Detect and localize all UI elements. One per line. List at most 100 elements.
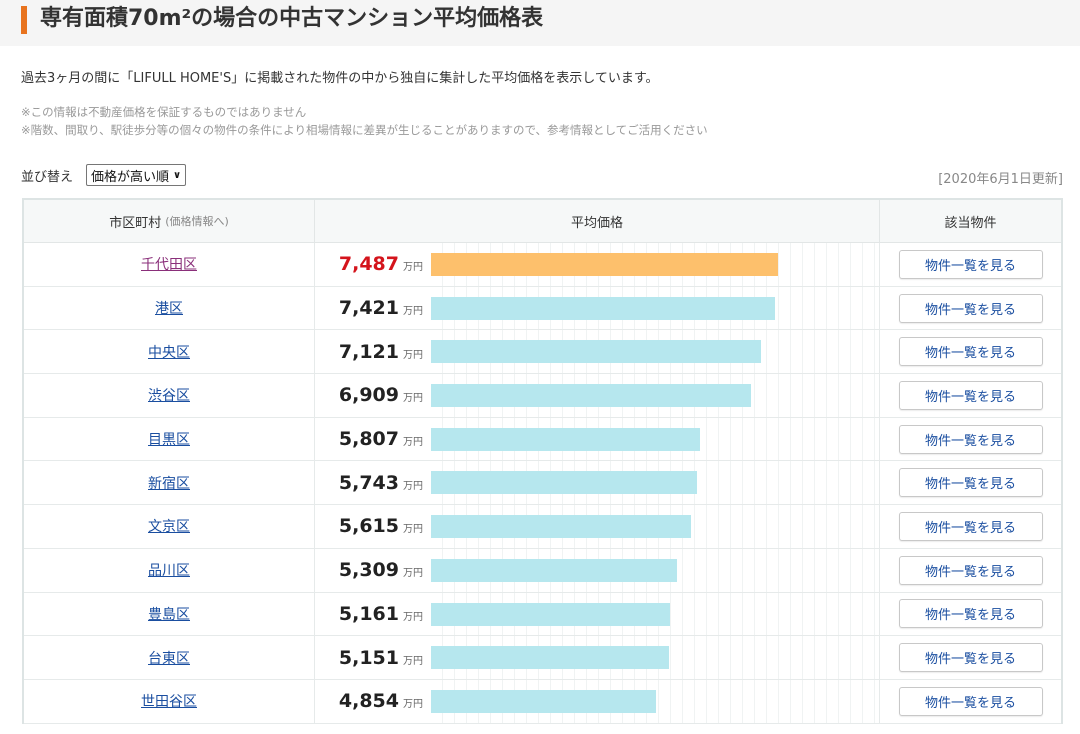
price-bar — [431, 602, 670, 626]
view-listings-button[interactable]: 物件一覧を見る — [898, 468, 1043, 498]
price-bar-track — [431, 461, 880, 505]
listings-cell: 物件一覧を見る — [880, 374, 1061, 417]
ward-link[interactable]: 中央区 — [148, 344, 190, 361]
price-value: 7,421 — [338, 297, 399, 320]
price-bar — [431, 471, 697, 495]
average-price: 5,743 万円 — [315, 472, 431, 494]
ward-link[interactable]: 渋谷区 — [148, 388, 190, 405]
price-bar — [431, 646, 669, 670]
view-listings-button[interactable]: 物件一覧を見る — [898, 686, 1043, 716]
view-listings-button[interactable]: 物件一覧を見る — [898, 337, 1043, 367]
table-row: 台東区 5,151 万円 物件一覧を見る — [24, 636, 1061, 680]
average-price: 5,151 万円 — [315, 647, 431, 669]
price-bar-track — [431, 374, 880, 417]
listings-cell: 物件一覧を見る — [880, 243, 1061, 286]
table-row: 渋谷区 6,909 万円 物件一覧を見る — [24, 374, 1061, 418]
price-unit: 万円 — [403, 611, 423, 623]
price-bar-track — [431, 243, 880, 286]
title-band — [0, 0, 1080, 46]
ward-link[interactable]: 千代田区 — [141, 257, 197, 274]
view-listings-button[interactable]: 物件一覧を見る — [898, 555, 1043, 585]
average-price: 7,487 万円 — [315, 253, 431, 275]
price-unit: 万円 — [403, 393, 423, 405]
listings-cell: 物件一覧を見る — [880, 505, 1061, 548]
listings-cell: 物件一覧を見る — [880, 461, 1061, 504]
price-cell: 5,309 万円 — [315, 548, 880, 592]
price-table: 市区町村 (価格情報へ) 平均価格 該当物件 千代田区 7,487 万円 物件一覧を見… — [22, 198, 1063, 724]
intro-text: 過去3ヶ月の間に「LIFULL HOME'S」に掲載された物件の中から独自に集計… — [21, 71, 659, 86]
view-listings-button[interactable]: 物件一覧を見る — [898, 643, 1043, 673]
view-listings-button[interactable]: 物件一覧を見る — [898, 249, 1043, 279]
price-value: 5,161 — [338, 602, 399, 625]
price-value: 5,743 — [338, 471, 399, 494]
ward-cell: 文京区 — [24, 505, 315, 548]
table-row: 豊島区 5,161 万円 物件一覧を見る — [24, 592, 1061, 637]
price-bar-track — [431, 417, 880, 461]
table-row: 千代田区 7,487 万円 物件一覧を見る — [24, 243, 1061, 287]
ward-link[interactable]: 文京区 — [148, 519, 190, 536]
ward-cell: 台東区 — [24, 636, 315, 679]
price-value: 4,854 — [338, 690, 399, 713]
listings-cell: 物件一覧を見る — [880, 549, 1061, 592]
listings-cell: 物件一覧を見る — [880, 636, 1061, 679]
view-listings-button[interactable]: 物件一覧を見る — [898, 424, 1043, 454]
header-ward: 市区町村 (価格情報へ) — [24, 200, 315, 242]
price-bar — [431, 253, 778, 276]
average-price: 4,854 万円 — [315, 690, 431, 712]
sort-label: 並び替え — [21, 170, 74, 185]
view-listings-button[interactable]: 物件一覧を見る — [898, 599, 1043, 629]
price-unit: 万円 — [403, 437, 423, 449]
table-row: 目黒区 5,807 万円 物件一覧を見る — [24, 417, 1061, 462]
price-unit: 万円 — [403, 262, 423, 274]
price-cell: 7,487 万円 — [315, 243, 880, 286]
average-price: 7,121 万円 — [315, 341, 431, 363]
price-cell: 5,151 万円 — [315, 636, 880, 679]
table-row: 文京区 5,615 万円 物件一覧を見る — [24, 505, 1061, 549]
header-ward-sub: (価格情報へ) — [165, 215, 229, 228]
price-unit: 万円 — [403, 524, 423, 536]
ward-cell: 港区 — [24, 286, 315, 330]
price-unit: 万円 — [403, 349, 423, 361]
table-row: 品川区 5,309 万円 物件一覧を見る — [24, 548, 1061, 593]
price-bar — [431, 296, 775, 320]
table-body: 千代田区 7,487 万円 物件一覧を見る 港区 7,421 万円 物件一覧を見る 中央区 7,1… — [24, 243, 1061, 724]
price-cell: 5,615 万円 — [315, 505, 880, 548]
listings-cell: 物件一覧を見る — [880, 418, 1061, 461]
ward-link[interactable]: 品川区 — [148, 563, 190, 580]
header-price: 平均価格 — [315, 200, 880, 242]
view-listings-button[interactable]: 物件一覧を見る — [898, 380, 1043, 410]
ward-cell: 千代田区 — [24, 243, 315, 286]
price-bar-track — [431, 330, 880, 374]
table-row: 新宿区 5,743 万円 物件一覧を見る — [24, 461, 1061, 506]
price-unit: 万円 — [403, 699, 423, 711]
ward-link[interactable]: 台東区 — [148, 650, 190, 667]
table-row: 港区 7,421 万円 物件一覧を見る — [24, 286, 1061, 331]
sort-select[interactable]: 価格が高い順 ∨ — [86, 164, 187, 186]
ward-link[interactable]: 港区 — [155, 301, 183, 318]
price-value: 6,909 — [338, 384, 399, 407]
view-listings-button[interactable]: 物件一覧を見る — [898, 293, 1043, 323]
ward-link[interactable]: 世田谷区 — [141, 694, 197, 711]
ward-cell: 目黒区 — [24, 417, 315, 461]
disclaimer-note: ※この情報は不動産価格を保証するものではありません — [21, 105, 307, 119]
price-bar — [431, 427, 700, 451]
price-cell: 7,121 万円 — [315, 330, 880, 374]
ward-link[interactable]: 豊島区 — [148, 606, 190, 623]
table-header: 市区町村 (価格情報へ) 平均価格 該当物件 — [24, 200, 1061, 243]
ward-cell: 豊島区 — [24, 592, 315, 636]
price-value: 7,121 — [338, 340, 399, 363]
sort-selected-value: 価格が高い順 — [91, 169, 170, 185]
ward-cell: 品川区 — [24, 548, 315, 592]
title-accent-bar — [21, 6, 27, 34]
ward-link[interactable]: 新宿区 — [148, 475, 190, 492]
price-bar-track — [431, 636, 880, 679]
listings-cell: 物件一覧を見る — [880, 330, 1061, 373]
price-bar — [431, 689, 656, 713]
ward-cell: 世田谷区 — [24, 679, 315, 723]
view-listings-button[interactable]: 物件一覧を見る — [898, 511, 1043, 541]
price-cell: 7,421 万円 — [315, 286, 880, 330]
price-bar-track — [431, 505, 880, 548]
price-value: 5,151 — [338, 646, 399, 669]
ward-link[interactable]: 目黒区 — [148, 432, 190, 449]
price-cell: 5,161 万円 — [315, 592, 880, 636]
